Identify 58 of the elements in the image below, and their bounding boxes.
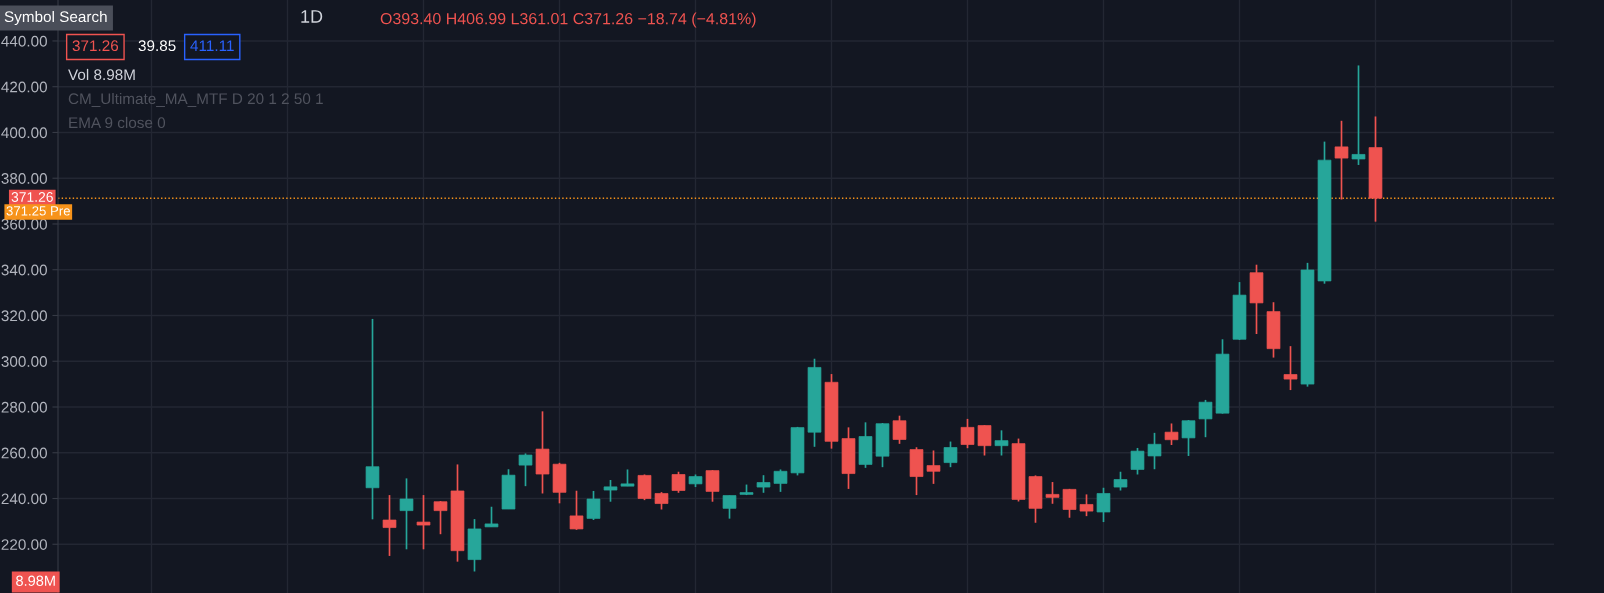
annotation: Vol 8.98M xyxy=(68,68,135,81)
y-tick-label: 260.00 xyxy=(1,447,47,459)
candlestick xyxy=(943,440,958,469)
annotation: Symbol Search xyxy=(4,10,107,26)
annotation: CM_Ultimate_MA_MTF D 20 1 2 50 1 xyxy=(68,92,323,107)
candlestick xyxy=(569,489,584,531)
candlestick xyxy=(705,469,720,503)
candlestick xyxy=(1062,488,1077,519)
annotation: 371.26 xyxy=(72,40,119,52)
candlestick xyxy=(1334,119,1349,201)
candlestick xyxy=(1113,470,1128,492)
candlestick xyxy=(1096,486,1111,523)
y-tick-label: 420.00 xyxy=(1,81,47,93)
candlestick xyxy=(433,500,448,536)
candlestick xyxy=(671,470,686,494)
y-tick-label: 440.00 xyxy=(1,35,47,47)
candlestick xyxy=(1181,419,1196,457)
chart-title: 1D xyxy=(301,10,323,23)
y-tick-label: 220.00 xyxy=(1,539,47,550)
candlestick xyxy=(892,414,907,445)
candlestick xyxy=(518,452,533,487)
candlestick xyxy=(603,479,618,503)
y-tick-label: 340.00 xyxy=(1,264,47,276)
y-tick-label: 380.00 xyxy=(1,173,47,184)
annotation: 371.25 Pre xyxy=(6,206,70,216)
candlestick xyxy=(722,494,737,520)
candlestick xyxy=(960,418,975,450)
candlestick xyxy=(365,318,380,521)
ref-line-label: 371.26 xyxy=(11,192,53,202)
candlestick xyxy=(1130,447,1145,476)
candlestick xyxy=(416,494,431,551)
candlestick xyxy=(1283,345,1298,391)
candlestick xyxy=(977,424,992,457)
y-tick-label: 280.00 xyxy=(1,401,47,413)
candlestick xyxy=(1045,481,1060,505)
annotation: EMA 9 close 0 xyxy=(69,116,166,129)
candlestick xyxy=(382,494,397,557)
candlestick xyxy=(586,490,601,521)
candlestick xyxy=(1147,432,1162,471)
y-tick-label: 240.00 xyxy=(1,493,47,505)
y-tick-label: 300.00 xyxy=(1,356,47,367)
y-tick-label: 400.00 xyxy=(1,127,47,139)
candlestick xyxy=(1198,399,1213,439)
y-tick-label: 360.00 xyxy=(1,218,47,230)
candlestick xyxy=(926,449,941,485)
candlestick xyxy=(1164,422,1179,446)
candlestick xyxy=(484,505,499,528)
text: 8.98M xyxy=(16,575,55,586)
annotation: 411.11 xyxy=(190,40,234,51)
candlestick xyxy=(637,473,652,501)
candlestick xyxy=(1079,493,1094,517)
annotation: 39.85 xyxy=(138,40,176,52)
candlestick xyxy=(994,429,1009,457)
annotation: O393.40 H406.99 L361.01 C371.26 −18.74 (−4.81%) xyxy=(380,12,756,28)
candlestick xyxy=(399,477,414,551)
candlestick xyxy=(773,468,788,493)
y-tick-label: 320.00 xyxy=(1,310,47,322)
candlestick xyxy=(1351,64,1366,166)
